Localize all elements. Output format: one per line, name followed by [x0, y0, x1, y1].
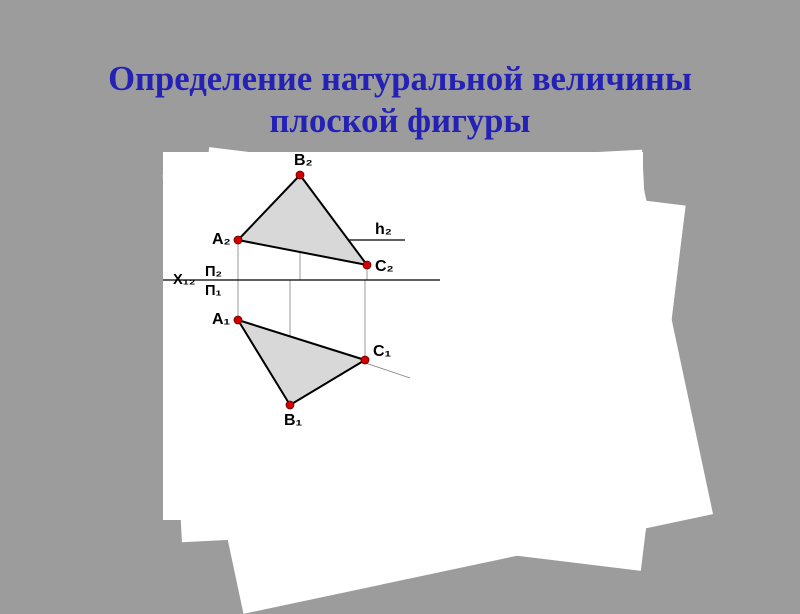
label-X12: X₁₂	[173, 272, 195, 288]
point-C2	[363, 261, 371, 269]
label-h2: h₂	[375, 221, 392, 238]
point-B1	[286, 401, 294, 409]
point-A1	[234, 316, 242, 324]
label-P1: П₁	[205, 283, 222, 299]
point-A2	[234, 236, 242, 244]
geometry-diagram: A₂ B₂ C₂ A₁ B₁ C₁ X₁₂ П₂ П₁ h₂	[0, 0, 800, 600]
triangle-frontal	[238, 175, 367, 265]
triangle-horizontal	[238, 320, 365, 405]
point-B2	[296, 171, 304, 179]
label-P2: П₂	[205, 264, 222, 280]
label-A2: A₂	[212, 231, 231, 248]
label-B2: B₂	[294, 152, 313, 169]
label-A1: A₁	[212, 311, 231, 328]
point-C1	[361, 356, 369, 364]
label-B1: B₁	[284, 412, 303, 429]
label-C1: C₁	[373, 343, 392, 360]
stage: Определение натуральной величины плоской…	[0, 0, 800, 600]
label-C2: C₂	[375, 258, 394, 275]
